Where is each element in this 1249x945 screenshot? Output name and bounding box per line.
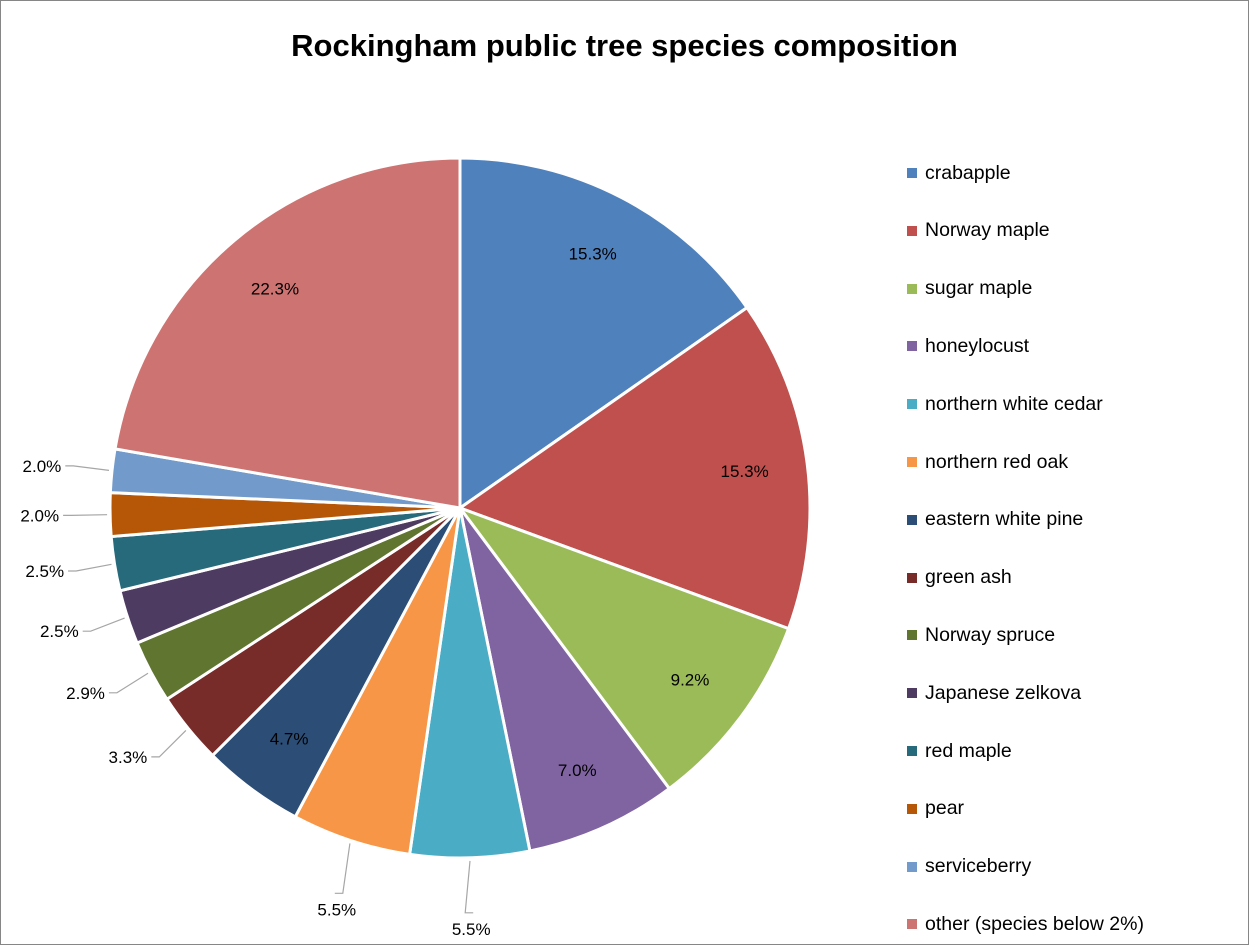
pie-slices	[108, 156, 812, 860]
data-label: 2.5%	[40, 622, 79, 641]
leader-line	[151, 729, 187, 758]
pie-slice-sugar-maple	[458, 506, 791, 791]
legend-swatch	[907, 861, 917, 872]
legend-swatch	[907, 572, 917, 583]
legend-item: Norway spruce	[907, 620, 1055, 650]
legend-item: honeylocust	[907, 331, 1029, 361]
legend-swatch	[907, 283, 917, 294]
legend-swatch	[907, 919, 917, 930]
legend-label: red maple	[925, 739, 1012, 762]
data-labels: 15.3% 15.3% 9.2% 7.0% 5.5% 5.5% 4.7% 3.3% 2.9% 2.…	[20, 245, 768, 939]
legend-swatch	[907, 746, 917, 756]
data-label: 2.5%	[25, 562, 64, 581]
data-label: 15.3%	[569, 245, 617, 264]
leader-line	[464, 860, 474, 914]
legend-label: Norway maple	[925, 219, 1050, 242]
legend-item: eastern white pine	[907, 505, 1083, 535]
data-label: 7.0%	[558, 761, 597, 780]
data-label: 2.9%	[66, 684, 105, 703]
leader-line	[82, 617, 125, 632]
legend-swatch	[907, 803, 917, 814]
legend-swatch	[907, 514, 917, 525]
pie-slice-honeylocust	[458, 506, 671, 853]
legend-swatch	[907, 168, 917, 178]
legend-swatch	[907, 688, 917, 699]
leader-line	[63, 514, 108, 517]
legend-item: pear	[907, 794, 964, 824]
legend-label: honeylocust	[925, 334, 1030, 357]
legend-label: Norway spruce	[925, 623, 1056, 646]
data-label: 9.2%	[671, 671, 710, 690]
legend-label: Japanese zelkova	[925, 681, 1082, 704]
legend-swatch	[907, 225, 917, 236]
legend-label: eastern white pine	[925, 508, 1084, 531]
legend-swatch	[907, 341, 917, 352]
legend-swatch	[907, 457, 917, 467]
leader-line	[65, 465, 110, 471]
legend-label: green ash	[925, 566, 1012, 589]
legend-swatch	[907, 399, 917, 410]
data-label: 5.5%	[452, 920, 491, 939]
legend-item: red maple	[907, 736, 1012, 766]
data-label: 22.3%	[251, 280, 299, 299]
leader-line	[108, 672, 149, 694]
data-label: 15.3%	[720, 462, 768, 481]
legend-item: northern white cedar	[907, 389, 1103, 419]
pie-slice-crabapple	[458, 156, 749, 510]
legend-label: northern red oak	[925, 450, 1069, 473]
legend-label: crabapple	[925, 161, 1011, 184]
data-label: 2.0%	[23, 457, 62, 476]
pie-slice-norway-maple	[458, 306, 812, 631]
legend-label: pear	[925, 797, 965, 820]
legend-item: other (species below 2%)	[907, 909, 1144, 939]
pie-slice-other-species-below-2-	[113, 156, 462, 510]
legend-item: northern red oak	[907, 447, 1068, 477]
leader-lines	[63, 465, 474, 914]
legend-item: Norway maple	[907, 216, 1050, 246]
legend-label: northern white cedar	[925, 392, 1103, 415]
leader-line	[334, 843, 351, 894]
legend-label: sugar maple	[925, 277, 1033, 300]
legend-item: crabapple	[907, 158, 1011, 188]
legend-item: Japanese zelkova	[907, 678, 1081, 708]
chart-title: Rockingham public tree species compositi…	[291, 28, 958, 63]
data-label: 3.3%	[109, 748, 148, 767]
legend-item: green ash	[907, 563, 1012, 593]
data-label: 5.5%	[317, 900, 356, 919]
legend-label: other (species below 2%)	[925, 912, 1144, 935]
legend-item: sugar maple	[907, 274, 1032, 304]
data-label: 4.7%	[270, 730, 309, 749]
legend-item: serviceberry	[907, 852, 1031, 882]
data-label: 2.0%	[20, 506, 59, 525]
legend-label: serviceberry	[925, 855, 1032, 878]
leader-line	[68, 563, 112, 572]
legend-swatch	[907, 630, 917, 641]
